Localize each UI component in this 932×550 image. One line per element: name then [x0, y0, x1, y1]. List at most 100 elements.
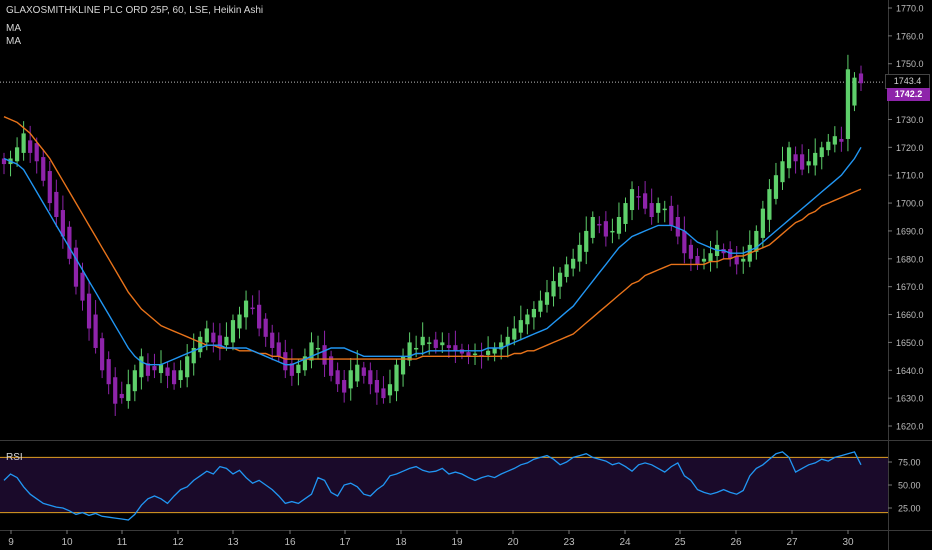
candle-body — [453, 345, 458, 351]
time-tick-label: 27 — [786, 537, 798, 548]
candle-body — [499, 342, 504, 350]
candle-body — [335, 370, 340, 385]
candle-body — [414, 347, 419, 350]
candle-body — [826, 141, 831, 151]
candle-body — [230, 320, 236, 343]
candle-body — [217, 335, 222, 348]
candle-body — [800, 154, 805, 170]
candle-body — [603, 221, 608, 237]
candle-body — [243, 300, 249, 318]
candle-body — [132, 370, 137, 392]
candle-body — [688, 244, 694, 259]
candle-body — [852, 77, 857, 106]
candle-body — [728, 249, 733, 259]
candle-body — [178, 370, 183, 381]
time-tick-label: 12 — [172, 537, 184, 548]
candle-body — [237, 314, 242, 329]
candle-body — [505, 336, 510, 346]
candle-body — [649, 203, 654, 217]
candle-body — [597, 223, 602, 226]
candle-body — [283, 352, 288, 371]
candle-body — [289, 363, 294, 376]
candle-body — [610, 230, 615, 233]
candle-body — [276, 342, 281, 357]
candle-body — [420, 336, 425, 346]
time-tick-label: 25 — [674, 537, 686, 548]
candle-body — [1, 158, 7, 165]
ma-slow-legend: MA — [6, 36, 21, 47]
candle-body — [701, 258, 707, 262]
candle-body — [486, 350, 491, 355]
candle-body — [342, 380, 347, 393]
price-tick-label: 1720.0 — [896, 143, 924, 153]
candle-body — [839, 138, 844, 142]
price-tick-label: 1650.0 — [896, 338, 924, 348]
candle-body — [106, 359, 111, 385]
candle-body — [361, 367, 366, 376]
candle-body — [675, 217, 680, 237]
candle-body — [623, 203, 628, 224]
candle-body — [21, 133, 26, 153]
candle-body — [394, 364, 399, 392]
candle-body — [636, 196, 641, 198]
rsi-tick-label: 50.00 — [898, 481, 921, 491]
candle-body — [407, 342, 412, 361]
candle-body — [60, 210, 65, 237]
rsi-line — [3, 451, 862, 521]
candle-body — [590, 217, 595, 238]
candle-body — [531, 308, 537, 318]
candle-body — [845, 69, 851, 139]
time-tick-label: 24 — [619, 537, 631, 548]
candle-body — [780, 161, 785, 183]
candle-body — [387, 384, 393, 396]
candle-body — [309, 342, 314, 361]
candle-body — [211, 332, 216, 343]
candle-body — [518, 320, 523, 333]
candle-body — [270, 332, 275, 348]
candle-body — [250, 307, 255, 310]
candle-body — [466, 352, 471, 357]
candle-body — [786, 147, 792, 169]
candle-body — [204, 328, 209, 343]
candle-body — [472, 353, 478, 356]
candle-body — [113, 377, 118, 404]
candle-body — [93, 314, 98, 348]
candle-body — [577, 244, 582, 262]
candle-body — [708, 253, 713, 262]
rsi-band — [0, 457, 888, 513]
candle-body — [165, 367, 170, 376]
price-tick-label: 1690.0 — [896, 226, 924, 236]
time-tick-label: 30 — [842, 537, 854, 548]
ma-slow-line — [3, 116, 862, 360]
ma-fast-line — [3, 146, 862, 366]
price-tick-label: 1730.0 — [896, 115, 924, 125]
ma-fast-legend: MA — [6, 23, 21, 34]
candle-body — [760, 208, 765, 238]
candle-body — [185, 356, 190, 378]
candle-body — [257, 304, 262, 329]
candle-body — [14, 147, 20, 162]
time-tick-label: 26 — [730, 537, 742, 548]
candle-body — [100, 338, 105, 371]
candle-body — [741, 258, 746, 262]
candle-body — [41, 157, 46, 181]
candle-body — [695, 256, 700, 265]
last-price-tag: 1743.4 — [885, 74, 930, 89]
time-tick-label: 9 — [8, 537, 14, 548]
candle-body — [433, 339, 438, 348]
time-tick-label: 19 — [451, 537, 463, 548]
time-tick-label: 16 — [284, 537, 296, 548]
candle-body — [525, 314, 530, 325]
price-tick-label: 1680.0 — [896, 254, 924, 264]
candle-body — [381, 388, 386, 399]
candle-body — [656, 203, 661, 213]
candle-body — [538, 300, 543, 312]
candle-body — [806, 161, 811, 166]
candle-body — [682, 230, 687, 254]
candle-body — [80, 272, 85, 301]
candle-body — [754, 230, 759, 252]
time-tick-label: 10 — [61, 537, 73, 548]
price-tick-label: 1670.0 — [896, 282, 924, 292]
candle-body — [662, 208, 667, 211]
time-tick-label: 18 — [395, 537, 407, 548]
